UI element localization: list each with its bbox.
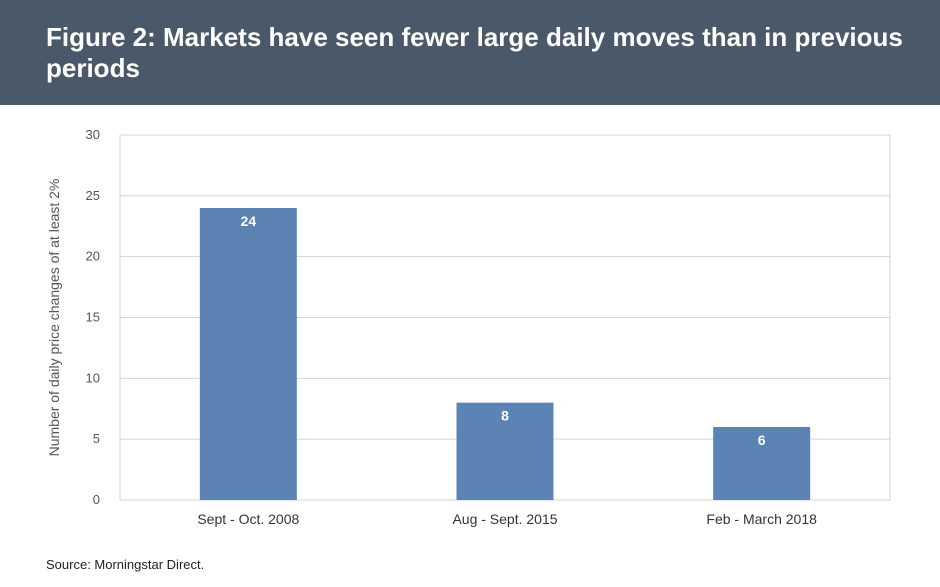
y-tick-label: 25 xyxy=(86,188,100,203)
x-tick-label: Feb - March 2018 xyxy=(706,511,817,527)
y-tick-label: 10 xyxy=(86,370,100,385)
y-tick-label: 30 xyxy=(86,127,100,142)
bar-value-label: 24 xyxy=(241,213,257,229)
bar xyxy=(713,427,811,500)
source-note: Source: Morningstar Direct. xyxy=(46,557,205,572)
figure-title: Figure 2: Markets have seen fewer large … xyxy=(46,22,903,83)
x-tick-label: Sept - Oct. 2008 xyxy=(197,511,299,527)
y-tick-label: 5 xyxy=(93,431,100,446)
bar-chart: 0 5 10 15 20 25 30 Number of daily price change… xyxy=(46,127,891,527)
title-banner: Figure 2: Markets have seen fewer large … xyxy=(0,0,940,105)
x-tick-label: Aug - Sept. 2015 xyxy=(452,511,557,527)
y-axis-label: Number of daily price changes of at leas… xyxy=(46,179,62,457)
bar xyxy=(199,208,297,500)
bar xyxy=(456,402,554,500)
y-tick-label: 20 xyxy=(86,249,100,264)
y-tick-label: 0 xyxy=(93,492,100,507)
bar-value-label: 8 xyxy=(501,408,509,424)
bar-value-label: 6 xyxy=(758,432,766,448)
y-tick-label: 15 xyxy=(86,310,100,325)
